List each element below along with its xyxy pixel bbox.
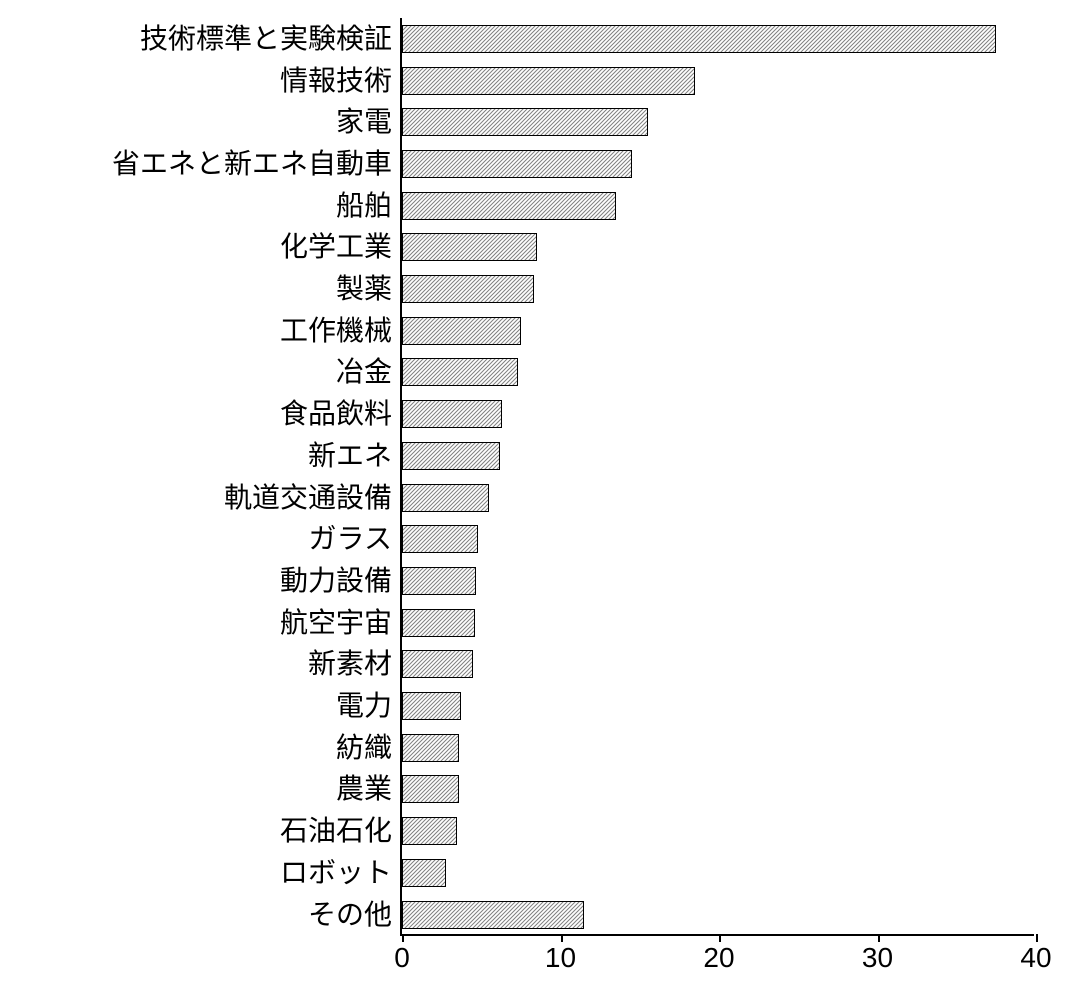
category-label: 新素材 xyxy=(308,650,402,678)
x-tick-label: 20 xyxy=(703,934,734,972)
bar-row: 新素材 xyxy=(402,644,1034,686)
category-label: 家電 xyxy=(336,108,402,136)
category-label: 省エネと新エネ自動車 xyxy=(112,150,402,178)
bar xyxy=(402,859,446,887)
category-label: 軌道交通設備 xyxy=(224,484,402,512)
bar xyxy=(402,358,518,386)
bar-row: 家電 xyxy=(402,101,1034,143)
bar xyxy=(402,25,996,53)
bar-row: 農業 xyxy=(402,769,1034,811)
category-label: ロボット xyxy=(280,859,402,887)
bar xyxy=(402,275,534,303)
bar xyxy=(402,67,695,95)
category-label: 動力設備 xyxy=(280,567,402,595)
category-label: 技術標準と実験検証 xyxy=(140,25,402,53)
category-label: 食品飲料 xyxy=(280,400,402,428)
category-label: 新エネ xyxy=(308,442,402,470)
bar xyxy=(402,567,476,595)
bar-row: 船舶 xyxy=(402,185,1034,227)
bar-row: 冶金 xyxy=(402,352,1034,394)
category-label: 石油石化 xyxy=(280,817,402,845)
bar xyxy=(402,150,632,178)
category-label: 航空宇宙 xyxy=(280,609,402,637)
x-tick-label: 0 xyxy=(394,934,410,972)
category-label: その他 xyxy=(308,901,402,929)
x-tick-label: 30 xyxy=(862,934,893,972)
bar-row: 化学工業 xyxy=(402,227,1034,269)
bar-row: 石油石化 xyxy=(402,810,1034,852)
category-label: 情報技術 xyxy=(280,67,402,95)
bar-row: 情報技術 xyxy=(402,60,1034,102)
x-tick-label: 10 xyxy=(545,934,576,972)
bar xyxy=(402,817,457,845)
bar xyxy=(402,108,648,136)
bar-row: 省エネと新エネ自動車 xyxy=(402,143,1034,185)
category-label: 工作機械 xyxy=(280,317,402,345)
plot-area: 技術標準と実験検証情報技術家電省エネと新エネ自動車船舶化学工業製薬工作機械冶金食… xyxy=(400,18,1034,936)
bar xyxy=(402,650,473,678)
category-label: 船舶 xyxy=(336,192,402,220)
bar-row: 紡織 xyxy=(402,727,1034,769)
bar-row: ガラス xyxy=(402,518,1034,560)
bar xyxy=(402,400,502,428)
bar-row: 新エネ xyxy=(402,435,1034,477)
bar-row: 軌道交通設備 xyxy=(402,477,1034,519)
category-label: 農業 xyxy=(336,775,402,803)
bar xyxy=(402,233,537,261)
category-label: 電力 xyxy=(336,692,402,720)
bar xyxy=(402,609,475,637)
bar xyxy=(402,442,500,470)
bar xyxy=(402,317,521,345)
category-label: 化学工業 xyxy=(280,233,402,261)
bar-row: 食品飲料 xyxy=(402,393,1034,435)
bar-row: 航空宇宙 xyxy=(402,602,1034,644)
bar-chart: 技術標準と実験検証情報技術家電省エネと新エネ自動車船舶化学工業製薬工作機械冶金食… xyxy=(0,0,1067,991)
bar xyxy=(402,901,584,929)
bar xyxy=(402,192,616,220)
bar xyxy=(402,484,489,512)
bar-row: 動力設備 xyxy=(402,560,1034,602)
bar-row: 電力 xyxy=(402,685,1034,727)
category-label: 製薬 xyxy=(336,275,402,303)
bar-row: 技術標準と実験検証 xyxy=(402,18,1034,60)
category-label: 紡織 xyxy=(336,734,402,762)
bar-row: 製薬 xyxy=(402,268,1034,310)
bar-row: その他 xyxy=(402,894,1034,936)
bar-row: 工作機械 xyxy=(402,310,1034,352)
bar xyxy=(402,525,478,553)
bar xyxy=(402,692,461,720)
bar xyxy=(402,775,459,803)
category-label: ガラス xyxy=(309,525,402,553)
x-tick-label: 40 xyxy=(1020,934,1051,972)
bar-row: ロボット xyxy=(402,852,1034,894)
bar xyxy=(402,734,459,762)
category-label: 冶金 xyxy=(336,358,402,386)
